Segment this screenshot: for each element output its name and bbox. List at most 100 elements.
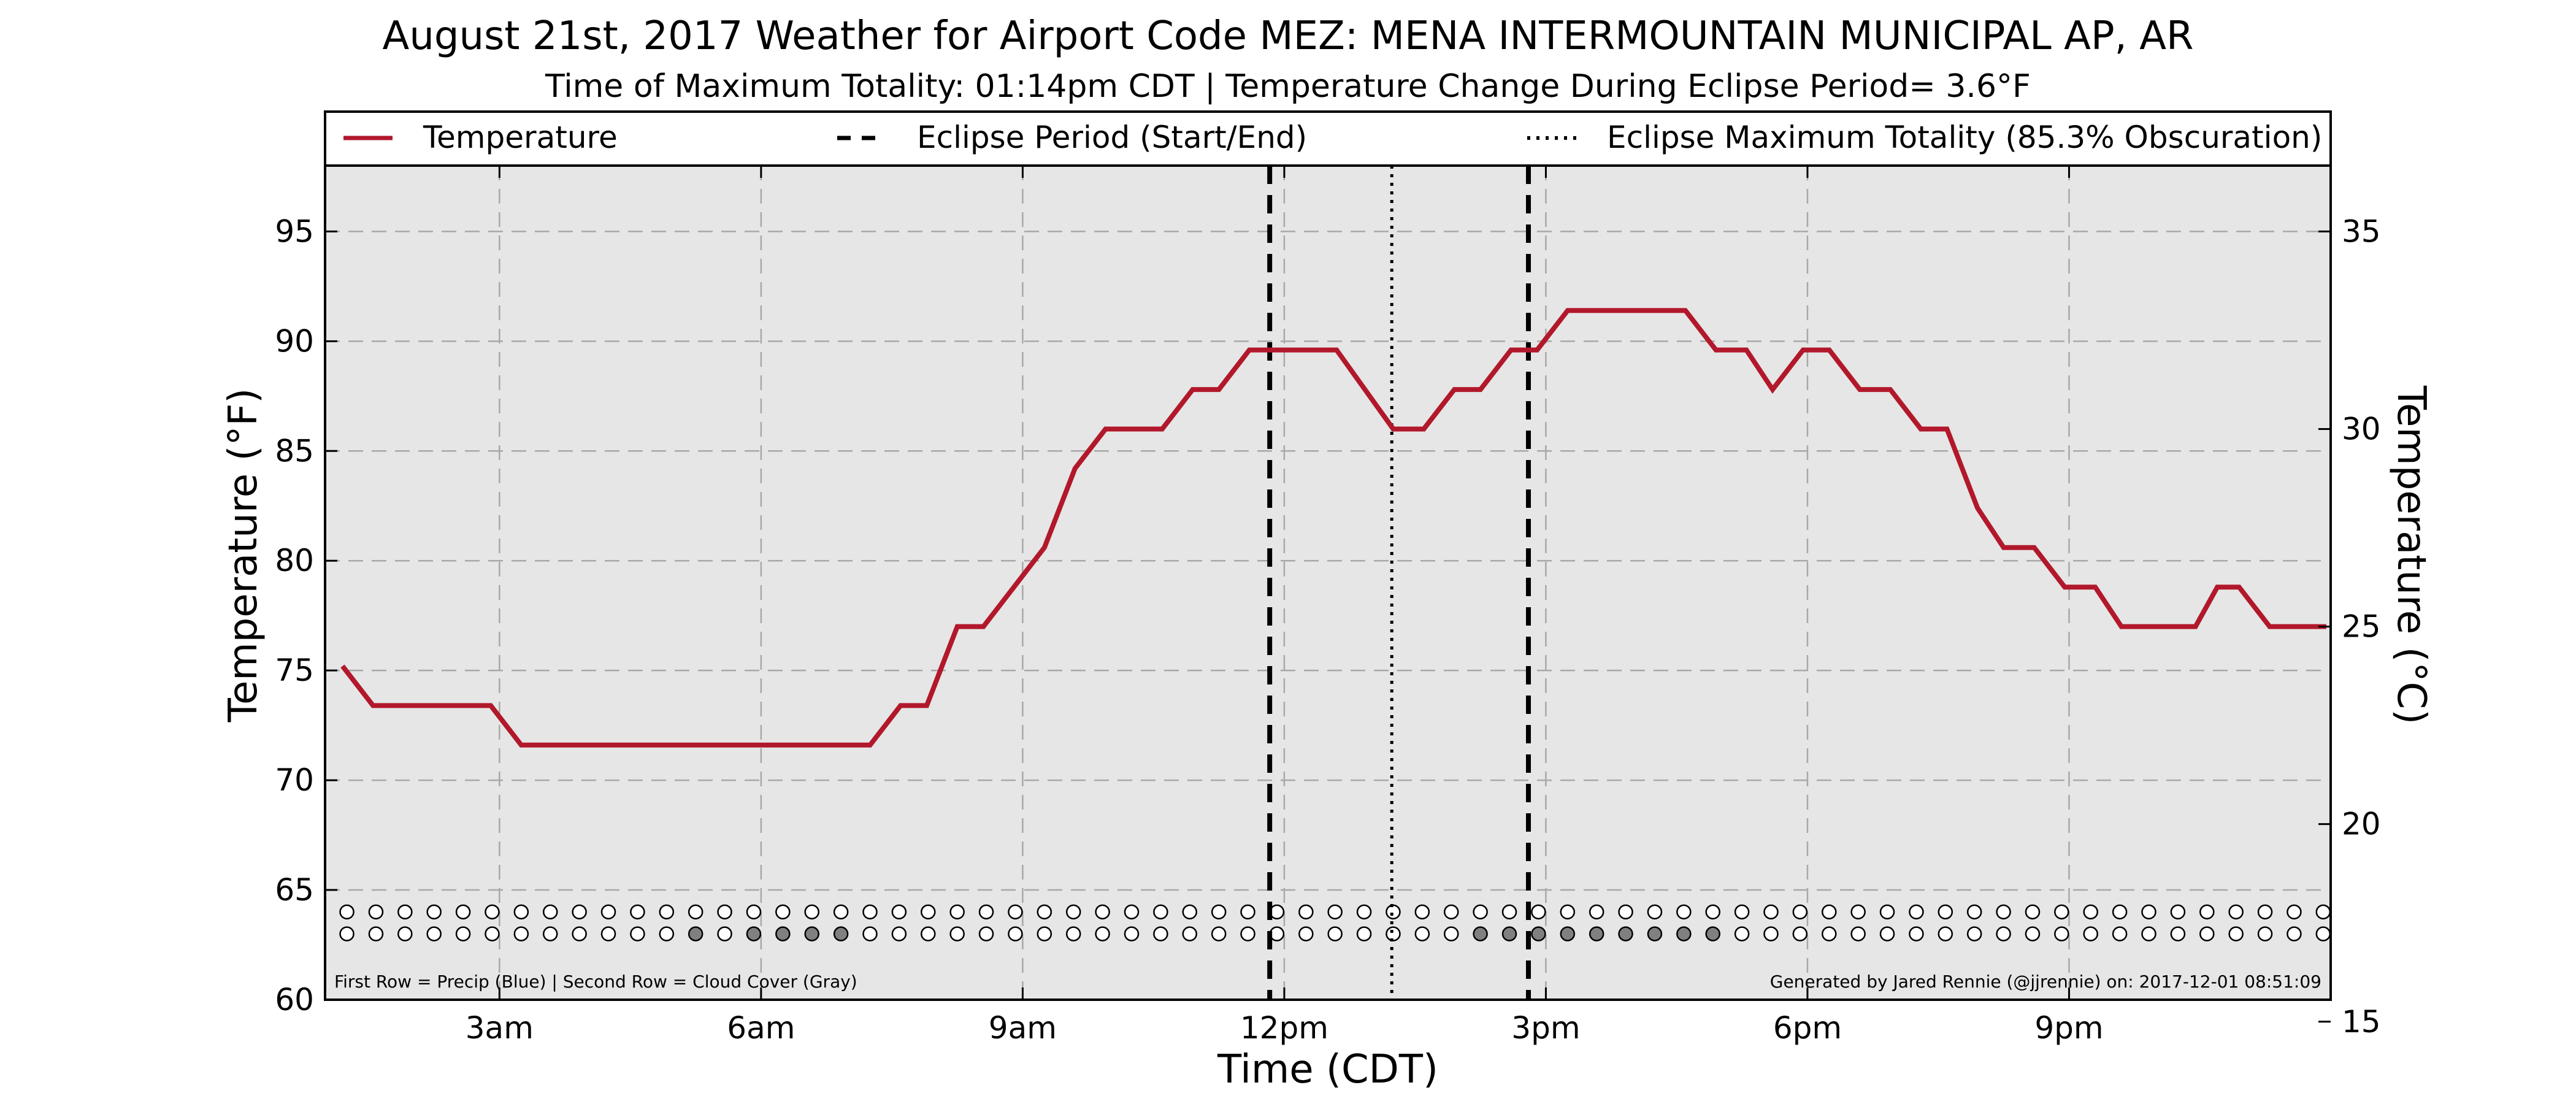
dot-empty — [2141, 904, 2156, 920]
y-tick-label-right: 30 — [2342, 411, 2381, 447]
dot-empty — [949, 926, 965, 941]
dot-empty — [1822, 926, 1837, 941]
dot-empty — [1037, 926, 1052, 941]
dot-empty — [572, 926, 587, 941]
dot-empty — [1909, 926, 1924, 941]
dot-empty — [1008, 904, 1023, 920]
dot-empty — [1065, 904, 1081, 920]
dot-empty — [368, 904, 384, 920]
y-tick-label-left: 85 — [275, 433, 314, 469]
x-tick-label: 6am — [727, 1010, 795, 1046]
dot-empty — [921, 926, 936, 941]
dot-empty — [513, 904, 529, 920]
dot-empty — [1792, 926, 1808, 941]
dot-empty — [572, 904, 587, 920]
plot-area — [325, 166, 2331, 1000]
dot-empty — [2257, 926, 2273, 941]
dot-empty — [1996, 904, 2011, 920]
dot-empty — [1938, 926, 1953, 941]
dot-empty — [1531, 904, 1546, 920]
dot-empty — [1589, 904, 1604, 920]
dot-empty — [1356, 926, 1372, 941]
dot-empty — [1065, 926, 1081, 941]
y-tick-label-right: 15 — [2342, 1004, 2381, 1040]
dot-empty — [455, 904, 471, 920]
dot-empty — [2083, 904, 2098, 920]
dot-empty — [1996, 926, 2011, 941]
dot-empty — [485, 904, 500, 920]
x-tick-label: 12pm — [1240, 1010, 1328, 1046]
dot-empty — [630, 904, 645, 920]
right-y-axis-ticks: 15 20 25 30 35 — [2318, 213, 2381, 1040]
y-tick-label-left: 70 — [275, 762, 314, 798]
dot-empty — [862, 904, 878, 920]
cloud-cover-dot-filled — [1618, 926, 1633, 941]
dot-empty — [2228, 926, 2244, 941]
y-tick-label-left: 60 — [275, 982, 314, 1018]
dot-empty — [1386, 904, 1401, 920]
dot-empty — [1298, 926, 1314, 941]
dot-empty — [397, 904, 413, 920]
cloud-cover-dot-filled — [833, 926, 849, 941]
legend: Temperature Eclipse Period (Start/End) E… — [324, 110, 2332, 167]
dot-empty — [1240, 926, 1255, 941]
dot-empty — [1443, 926, 1459, 941]
dot-empty — [339, 926, 355, 941]
dot-empty — [1473, 904, 1488, 920]
footnote-right: Generated by Jared Rennie (@jjrennie) on… — [1770, 972, 2321, 992]
dot-empty — [542, 926, 558, 941]
dot-empty — [717, 926, 732, 941]
dot-empty — [1211, 904, 1227, 920]
dot-empty — [513, 926, 529, 941]
x-tick-label: 3pm — [1511, 1010, 1580, 1046]
dot-empty — [1298, 904, 1314, 920]
dot-empty — [2112, 926, 2128, 941]
cloud-cover-dot-filled — [1531, 926, 1546, 941]
dot-empty — [688, 904, 703, 920]
x-tick-label: 6pm — [1773, 1010, 1842, 1046]
dot-empty — [862, 926, 878, 941]
cloud-cover-dot-filled — [1647, 926, 1663, 941]
dot-empty — [2315, 926, 2331, 941]
dot-empty — [2054, 904, 2069, 920]
y-tick-label-right: 20 — [2342, 807, 2381, 842]
plot-frame — [324, 164, 2332, 1001]
dot-empty — [949, 904, 965, 920]
dot-empty — [1414, 926, 1430, 941]
dot-empty — [1095, 926, 1110, 941]
cloud-cover-dot-filled — [1705, 926, 1720, 941]
cloud-cover-dot-filled — [1473, 926, 1488, 941]
dot-empty — [542, 904, 558, 920]
dot-empty — [1443, 904, 1459, 920]
y-axis-label-left: Temperature (°F) — [221, 388, 266, 723]
dot-empty — [659, 926, 675, 941]
y-tick-label-left: 65 — [275, 872, 314, 908]
dot-empty — [1734, 904, 1750, 920]
dot-empty — [426, 926, 442, 941]
chart-title: August 21st, 2017 Weather for Airport Co… — [383, 13, 2194, 59]
y-tick-label-left: 80 — [275, 543, 314, 578]
dot-empty — [630, 926, 645, 941]
dot-empty — [2199, 904, 2215, 920]
dot-empty — [2170, 904, 2186, 920]
dot-empty — [1182, 904, 1198, 920]
y-tick-label-left: 95 — [275, 213, 314, 249]
dot-empty — [1269, 926, 1285, 941]
dot-empty — [659, 904, 675, 920]
cloud-cover-dot-filled — [746, 926, 762, 941]
dot-empty — [1327, 926, 1343, 941]
cloud-cover-dot-filled — [1589, 926, 1604, 941]
dot-empty — [1734, 926, 1750, 941]
dot-empty — [600, 904, 616, 920]
dot-empty — [1269, 904, 1285, 920]
dot-empty — [2257, 904, 2273, 920]
dot-empty — [1763, 904, 1779, 920]
dot-empty — [1182, 926, 1198, 941]
dot-empty — [891, 904, 907, 920]
dot-empty — [891, 926, 907, 941]
cloud-cover-dot-filled — [1501, 926, 1517, 941]
dot-empty — [1822, 904, 1837, 920]
footnote-left: First Row = Precip (Blue) | Second Row =… — [334, 972, 857, 992]
dot-empty — [1240, 904, 1255, 920]
